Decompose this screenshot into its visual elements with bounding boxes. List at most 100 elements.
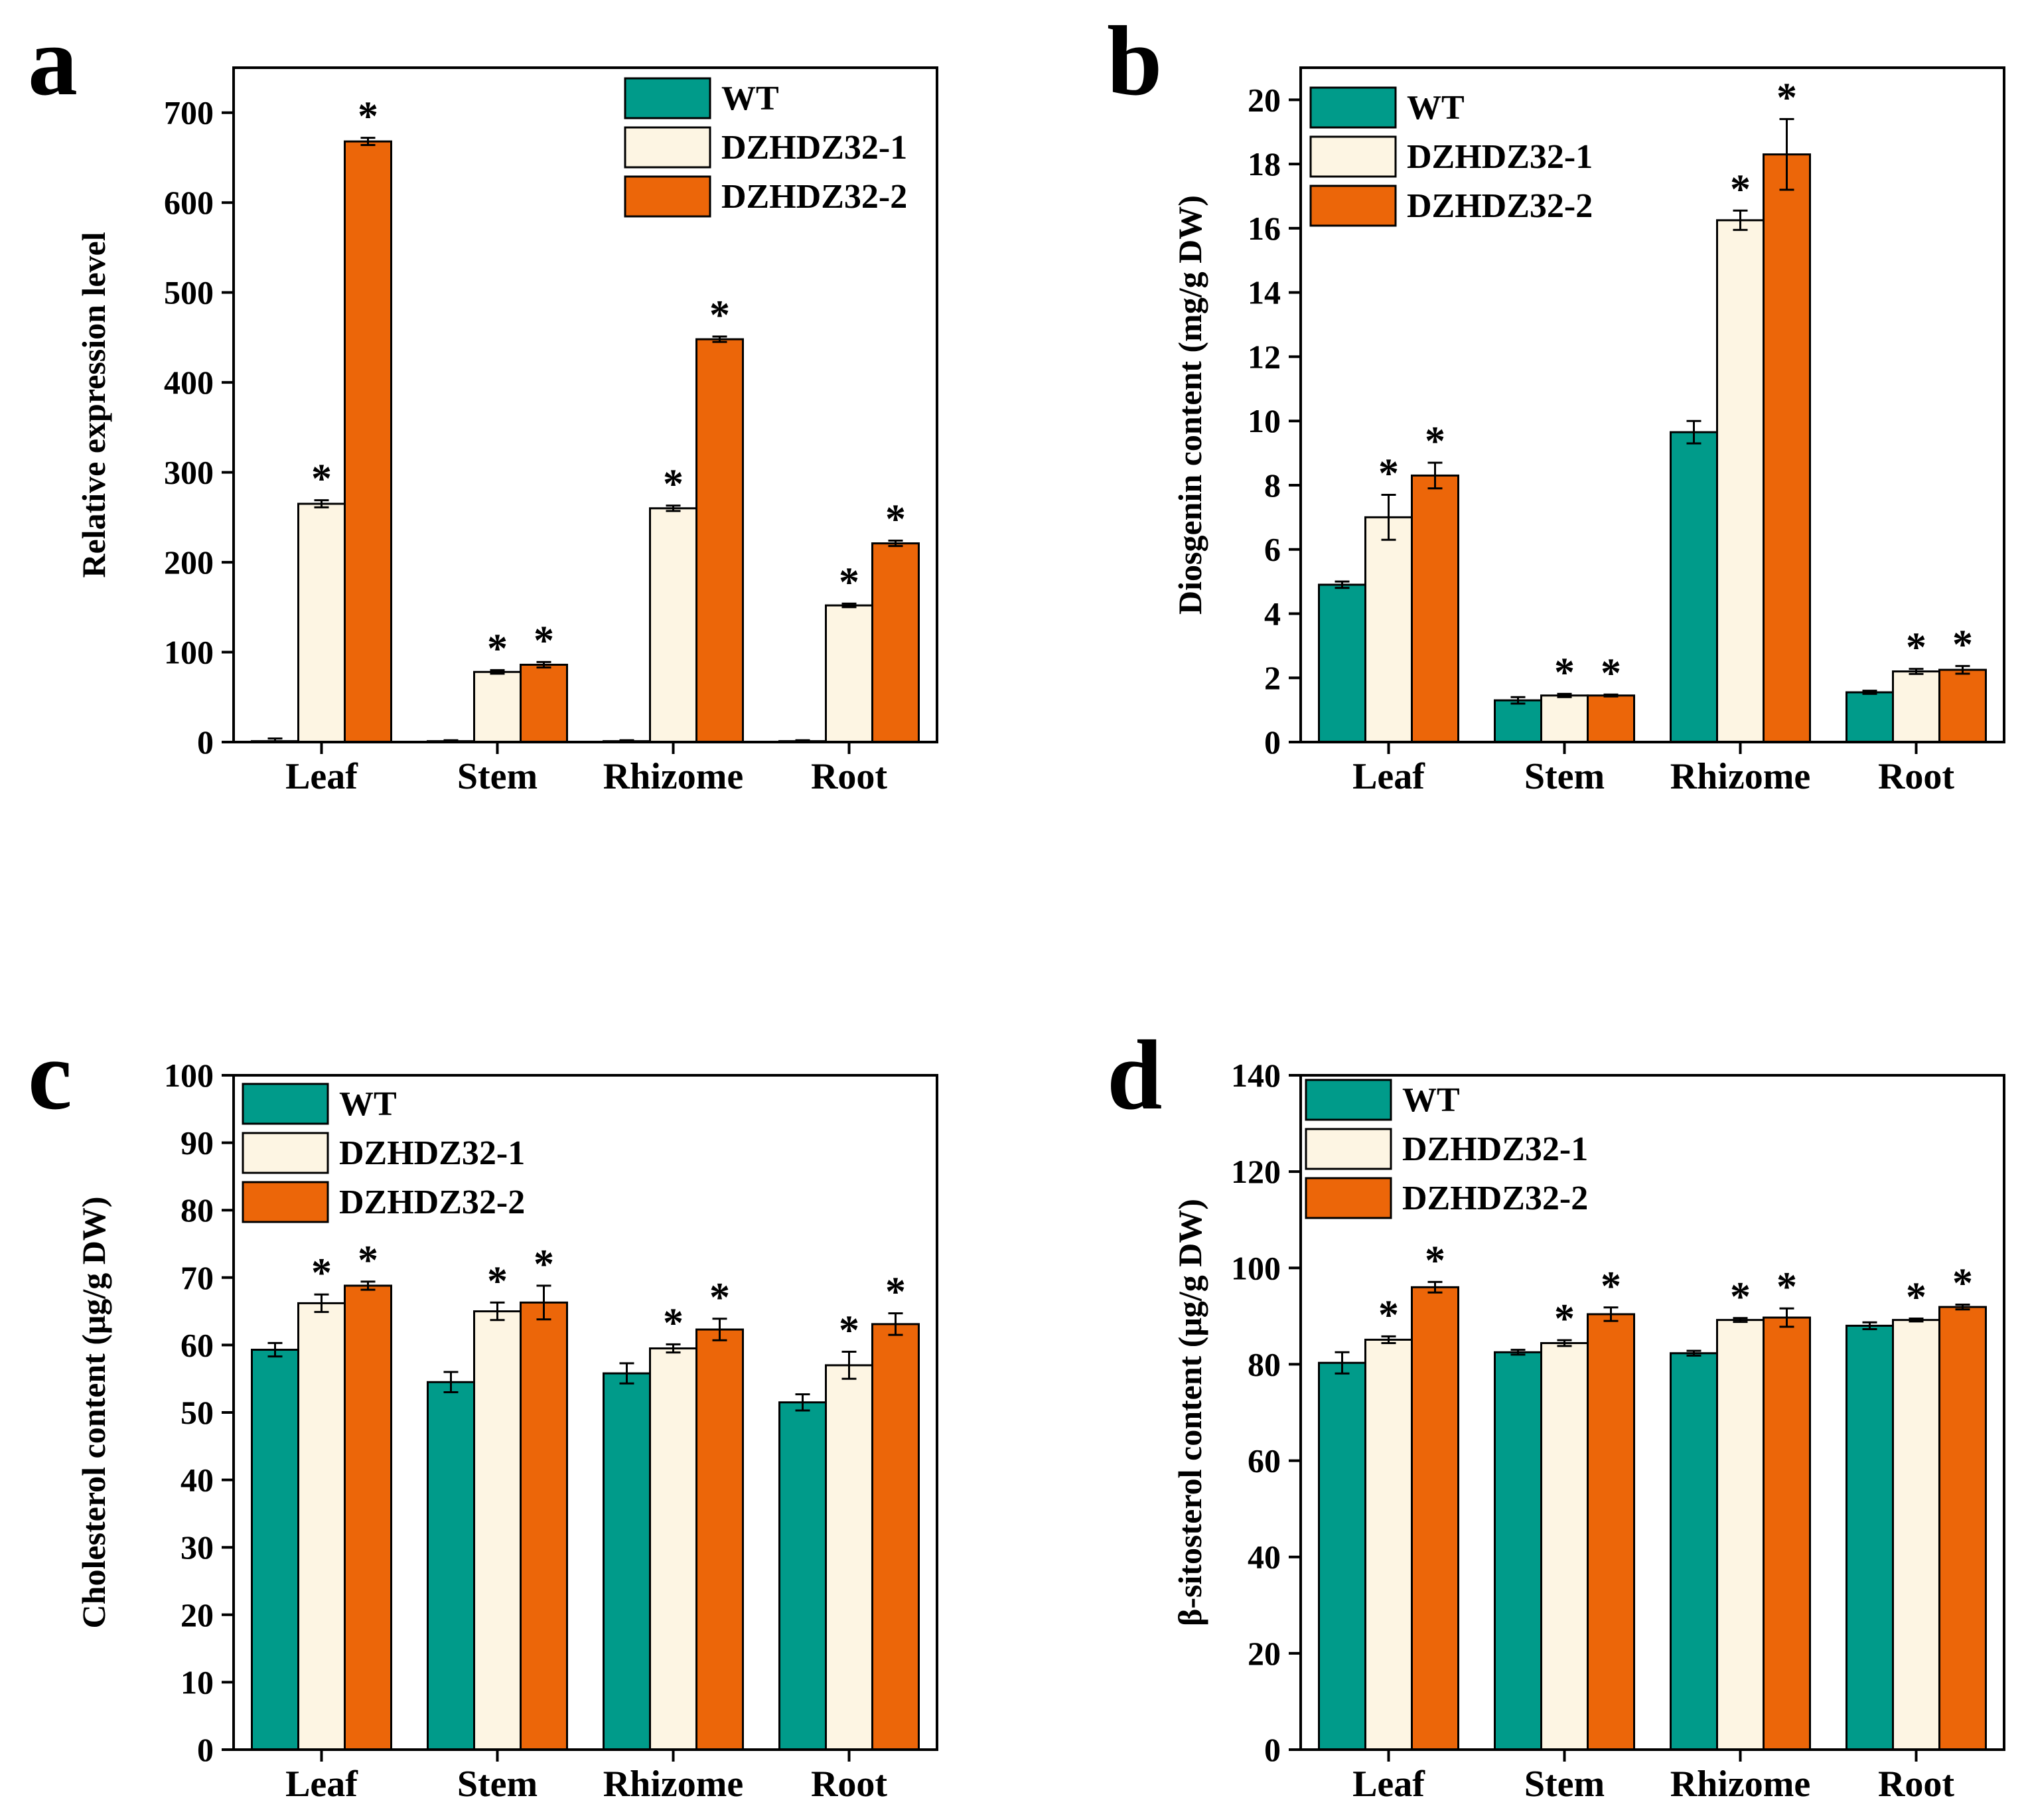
bar-dzhdz32-1 [297, 502, 346, 743]
x-tick-label: Leaf [285, 1764, 358, 1805]
y-tick-label: 300 [164, 454, 214, 491]
significance-star: * [663, 462, 684, 507]
significance-star: * [1906, 1274, 1926, 1320]
significance-star: * [1554, 1296, 1575, 1341]
legend-label: DZHDZ32-2 [1402, 1179, 1588, 1217]
legend-label: WT [1407, 89, 1465, 127]
panel-a: a 0 100 200 300 400 500 600 700 * * * * * * * * Leaf Stem R… [28, 6, 938, 797]
y-tick-label: 200 [164, 544, 214, 581]
legend-swatch [624, 175, 711, 218]
significance-star: * [534, 618, 554, 663]
significance-star: * [1952, 622, 1973, 667]
legend-label: DZHDZ32-1 [339, 1134, 525, 1172]
bar-dzhdz32-1 [649, 507, 697, 743]
bar-dzhdz32-1 [825, 1364, 873, 1751]
legend-label: WT [1402, 1081, 1460, 1119]
bar-wt [1494, 1351, 1542, 1751]
y-axis-title: β-sitosterol content (μg/g DW) [1171, 1199, 1208, 1626]
x-tick-label: Stem [1524, 756, 1605, 797]
legend-swatch [1305, 1079, 1392, 1121]
bar-dzhdz32-2 [1763, 1316, 1811, 1751]
y-tick-label: 12 [1248, 338, 1281, 375]
legend-label: DZHDZ32-2 [339, 1183, 525, 1221]
axes-frame [232, 66, 938, 743]
x-tick-label: Leaf [285, 756, 358, 797]
legend-swatch [1309, 86, 1397, 129]
legend-swatch [1305, 1128, 1392, 1170]
bar-dzhdz32-1 [297, 1302, 346, 1751]
y-tick-label: 20 [1248, 1635, 1281, 1672]
significance-star: * [1776, 1264, 1797, 1310]
significance-star: * [358, 1238, 378, 1283]
y-tick-label: 4 [1264, 595, 1281, 632]
y-tick-label: 0 [197, 723, 214, 761]
x-tick-label: Rhizome [1670, 1764, 1811, 1805]
panel-letter: d [1107, 1020, 1162, 1130]
x-tick-label: Stem [457, 756, 538, 797]
significance-star: * [1730, 1274, 1751, 1320]
legend-swatch [1309, 135, 1397, 178]
y-axis-title: Diosgenin content (mg/g DW) [1171, 195, 1208, 615]
y-tick-label: 8 [1264, 467, 1281, 504]
axes-frame [1299, 1074, 2005, 1751]
bar-wt [1670, 1352, 1718, 1751]
bar-wt [603, 1372, 651, 1751]
legend-swatch [624, 77, 711, 119]
y-tick-label: 500 [164, 274, 214, 311]
x-tick-label: Rhizome [603, 756, 744, 797]
y-tick-label: 80 [181, 1191, 214, 1229]
legend-swatch [242, 1083, 329, 1125]
bar-wt [1845, 1324, 1894, 1751]
bar-dzhdz32-2 [1587, 694, 1635, 743]
y-tick-label: 50 [181, 1394, 214, 1431]
x-tick-label: Stem [457, 1764, 538, 1805]
legend-label: DZHDZ32-2 [1407, 187, 1593, 225]
legend: WT DZHDZ32-1 DZHDZ32-2 [624, 77, 907, 218]
y-tick-label: 100 [164, 1057, 214, 1094]
panel-b: b 0 2 4 6 8 10 12 14 16 18 20 * * * * * * * * Leaf Stem Rhizom… [1107, 6, 2005, 797]
bar-dzhdz32-2 [871, 1323, 920, 1751]
y-tick-label: 0 [1264, 1731, 1281, 1768]
legend-label: WT [339, 1085, 397, 1123]
bar-wt [427, 1381, 475, 1751]
y-tick-label: 80 [1248, 1345, 1281, 1383]
panel-letter: b [1107, 6, 1162, 116]
legend-label: WT [721, 80, 779, 117]
legend-swatch [242, 1181, 329, 1223]
x-tick-label: Rhizome [603, 1764, 744, 1805]
bar-wt [1318, 583, 1366, 743]
y-tick-label: 100 [164, 634, 214, 671]
significance-star: * [1906, 625, 1926, 670]
bar-dzhdz32-1 [825, 604, 873, 743]
legend: WT DZHDZ32-1 DZHDZ32-2 [242, 1083, 525, 1223]
bar-dzhdz32-2 [1411, 474, 1459, 743]
bar-dzhdz32-2 [871, 542, 920, 743]
axes-frame [1299, 66, 2005, 743]
legend-label: DZHDZ32-1 [721, 129, 907, 167]
bar-dzhdz32-2 [520, 663, 568, 743]
y-tick-label: 600 [164, 184, 214, 221]
legend-swatch [624, 126, 711, 169]
significance-star: * [1378, 451, 1399, 496]
y-tick-label: 40 [181, 1462, 214, 1499]
y-tick-label: 90 [181, 1124, 214, 1162]
significance-star: * [487, 1258, 508, 1304]
y-tick-label: 400 [164, 364, 214, 401]
bar-dzhdz32-2 [1938, 668, 1987, 743]
y-tick-label: 20 [1248, 81, 1281, 118]
y-tick-label: 0 [197, 1731, 214, 1768]
y-tick-label: 60 [181, 1326, 214, 1363]
bar-dzhdz32-1 [1716, 219, 1765, 743]
legend-swatch [1309, 185, 1397, 227]
x-tick-label: Rhizome [1670, 756, 1811, 797]
panel-d: d 0 20 40 60 80 100 120 140 * * * * * * * * Leaf Stem Rhizo… [1107, 1020, 2005, 1805]
y-tick-label: 100 [1231, 1249, 1281, 1286]
legend-swatch [242, 1132, 329, 1174]
bar-dzhdz32-1 [1716, 1319, 1765, 1751]
y-tick-label: 16 [1248, 210, 1281, 247]
significance-star: * [1425, 419, 1445, 464]
significance-star: * [487, 627, 508, 672]
significance-star: * [663, 1300, 684, 1345]
bar-wt [1845, 691, 1894, 743]
y-tick-label: 10 [181, 1663, 214, 1701]
